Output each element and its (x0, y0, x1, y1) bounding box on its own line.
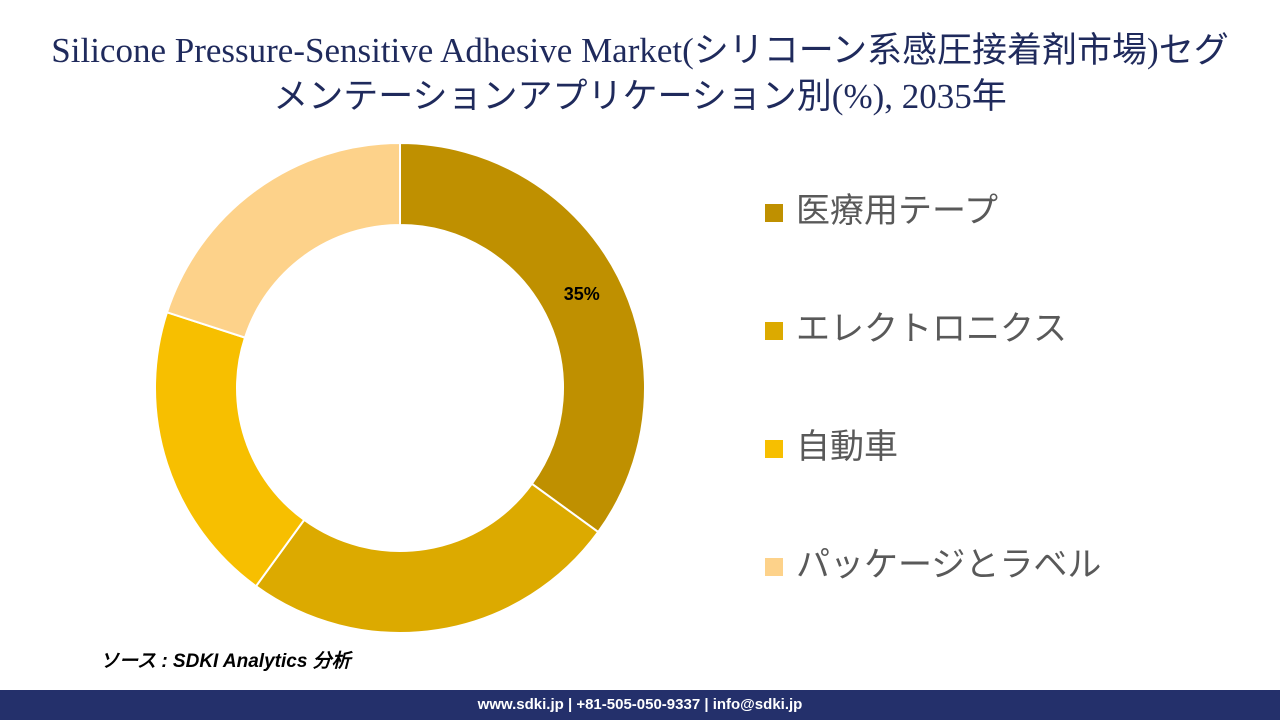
donut-segment (254, 482, 600, 634)
legend-label: 自動車 (796, 428, 898, 466)
legend-label: エレクトロニクス (796, 310, 1067, 348)
legend-label: パッケージとラベル (796, 546, 1101, 584)
legend-swatch (765, 440, 783, 458)
donut-segment (165, 141, 401, 339)
donut-segment (154, 311, 306, 588)
chart-title: Silicone Pressure-Sensitive Adhesive Mar… (51, 31, 1229, 116)
data-label: 35% (564, 284, 600, 304)
footer: www.sdki.jp | +81-505-050-9337 | info@sd… (0, 690, 1280, 720)
legend-swatch (765, 322, 783, 340)
legend-label: 医療用テープ (796, 192, 998, 230)
legend-swatch (765, 558, 783, 576)
donut-segment (399, 141, 646, 534)
legend-swatch (765, 204, 783, 222)
source-note: ソース : SDKI Analytics 分析 (100, 651, 351, 672)
